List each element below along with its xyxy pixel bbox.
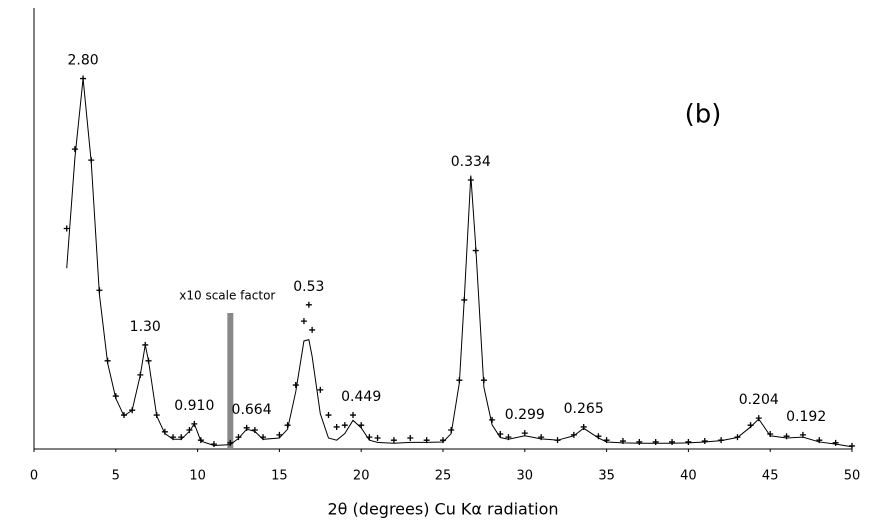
x-tick-label: 5 <box>112 469 120 484</box>
data-point <box>317 386 324 393</box>
x-tick-label: 45 <box>762 469 779 484</box>
peak-label: 0.53 <box>293 279 324 295</box>
data-point <box>489 416 496 423</box>
peak-label: 0.910 <box>174 398 214 414</box>
data-point <box>276 431 283 438</box>
data-point <box>341 422 348 429</box>
peak-label: 0.664 <box>232 402 272 418</box>
data-point <box>235 434 242 441</box>
data-point <box>333 423 340 430</box>
x-tick-label: 20 <box>353 469 370 484</box>
x-tick-label: 15 <box>271 469 288 484</box>
data-point <box>669 438 676 445</box>
data-point <box>71 146 78 153</box>
x-tick-label: 50 <box>844 469 861 484</box>
data-point <box>325 412 332 419</box>
data-point <box>832 439 839 446</box>
peak-label: 0.192 <box>786 409 826 425</box>
data-point <box>309 326 316 333</box>
data-point <box>300 318 307 325</box>
x-tick-label: 25 <box>435 469 452 484</box>
data-point <box>292 382 299 389</box>
peak-label: 0.299 <box>505 407 545 423</box>
data-point <box>350 412 357 419</box>
data-point <box>685 438 692 445</box>
peak-label: 0.204 <box>739 392 779 408</box>
panel-label: (b) <box>685 100 722 130</box>
fit-line <box>66 78 853 448</box>
data-point <box>652 438 659 445</box>
peak-label: 2.80 <box>67 53 98 69</box>
scale-label: x10 scale factor <box>179 289 275 303</box>
data-point <box>305 301 312 308</box>
data-point <box>636 438 643 445</box>
peak-label: 0.449 <box>341 389 381 405</box>
peak-label: 1.30 <box>130 319 161 335</box>
x-axis-label: 2θ (degrees) Cu Kα radiation <box>328 500 559 519</box>
data-point <box>251 427 258 434</box>
x-tick-label: 0 <box>30 469 38 484</box>
data-point <box>755 415 762 422</box>
data-point <box>701 438 708 445</box>
data-point <box>521 430 528 437</box>
x-tick-label: 30 <box>517 469 534 484</box>
data-point <box>210 441 217 448</box>
x-tick-label: 10 <box>189 469 206 484</box>
data-point <box>570 431 577 438</box>
data-point <box>374 434 381 441</box>
data-point <box>407 434 414 441</box>
peak-label: 0.265 <box>564 401 604 417</box>
data-point <box>849 442 855 449</box>
data-point <box>63 225 70 232</box>
x-tick-label: 40 <box>680 469 697 484</box>
peak-label: 0.334 <box>451 154 491 170</box>
data-point <box>390 437 397 444</box>
data-point <box>580 423 587 430</box>
scale-bar <box>227 313 234 449</box>
x-tick-label: 35 <box>598 469 615 484</box>
